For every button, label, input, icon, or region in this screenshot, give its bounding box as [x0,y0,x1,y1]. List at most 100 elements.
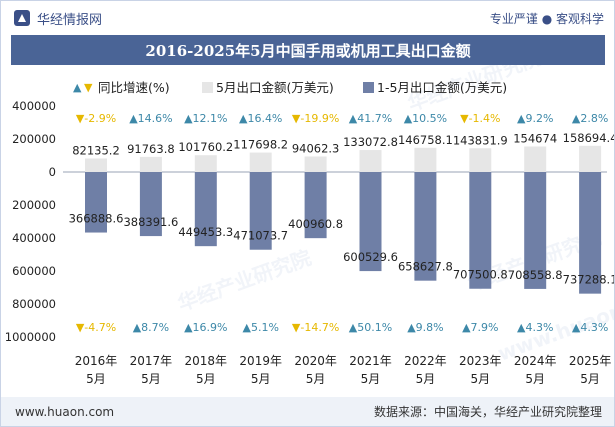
growth-label-monthly: ▲9.2% [517,112,553,125]
x-tick-label-month: 5月 [196,372,216,386]
data-label-monthly: 82135.2 [72,143,120,157]
brand-logo-icon [14,10,30,26]
data-label-cumulative: 658627.8 [398,260,453,274]
growth-label-cumulative: ▲7.9% [462,321,498,334]
data-label-cumulative: 707500.8 [453,268,508,282]
legend-label-cumulative: 1-5月出口金额(万美元) [377,80,507,95]
x-tick-label-month: 5月 [470,372,490,386]
x-tick-label-month: 5月 [86,372,106,386]
tagline-dot-icon: ● [541,11,556,26]
bar-monthly [469,148,492,172]
footer: www.huaon.com 数据来源：中国海关，华经产业研究院整理 [1,397,614,426]
footer-website: www.huaon.com [15,404,115,419]
growth-label-cumulative: ▲5.1% [242,321,278,334]
x-tick-label-month: 5月 [416,372,436,386]
x-tick-label-year: 2018年 [185,354,228,368]
bar-cumulative [359,172,382,272]
bar-monthly [524,146,547,172]
data-label-cumulative: 600529.6 [343,250,398,264]
data-label-cumulative: 400960.8 [288,217,343,231]
bar-monthly [304,156,327,172]
bar-cumulative [579,172,602,294]
bar-cumulative [414,172,437,281]
data-label-monthly: 94062.3 [292,141,340,155]
chart-title: 2016-2025年5月中国手用或机用工具出口金额 [11,35,605,65]
tagline-left: 专业严谨 [489,11,538,26]
growth-label-cumulative: ▲4.3% [517,321,553,334]
growth-label-cumulative: ▲50.1% [349,321,392,334]
growth-label-cumulative: ▲8.7% [133,321,169,334]
growth-label-cumulative: ▼-14.7% [292,321,339,334]
growth-label-cumulative: ▲16.9% [184,321,227,334]
bar-cumulative [139,172,162,237]
x-tick-label-year: 2019年 [239,354,282,368]
data-label-cumulative: 708558.8 [508,268,563,282]
data-label-monthly: 91763.8 [127,142,175,156]
y-tick-label: 1000000 [5,330,56,344]
bar-monthly [139,156,162,172]
y-tick-label: 600000 [12,264,56,278]
bar-cumulative [304,172,327,239]
data-label-cumulative: 737288.1 [563,273,614,287]
legend-up-arrow-icon: ▲ [73,81,82,94]
x-tick-label-month: 5月 [525,372,545,386]
data-label-monthly: 154674 [513,131,557,145]
x-tick-label-year: 2023年 [459,354,502,368]
tagline-right: 客观科学 [555,11,604,26]
y-tick-label: 0 [49,165,56,179]
tagline: 专业严谨 ● 客观科学 [490,10,604,27]
x-tick-label-year: 2025年 [569,354,612,368]
bar-cumulative [194,172,217,247]
y-tick-label: 400000 [12,99,56,113]
bar-cumulative [469,172,492,289]
y-tick-label: 200000 [12,198,56,212]
growth-label-monthly: ▲16.4% [239,112,282,125]
data-label-cumulative: 388391.6 [123,215,178,229]
x-tick-label-year: 2021年 [349,354,392,368]
legend-swatch-monthly [202,82,213,93]
data-label-monthly: 117698.2 [233,138,288,152]
growth-label-monthly: ▼-1.4% [460,112,500,125]
data-label-monthly: 143831.9 [453,133,508,147]
legend-down-arrow-icon: ▼ [84,81,93,94]
data-label-monthly: 133072.8 [343,135,398,149]
growth-label-monthly: ▲12.1% [184,112,227,125]
y-tick-label: 400000 [12,231,56,245]
growth-label-monthly: ▼-19.9% [292,112,339,125]
x-tick-label-year: 2022年 [404,354,447,368]
brand: 华经情报网 [13,9,102,28]
x-tick-label-month: 5月 [580,372,600,386]
watermark-text: 华经产业研究院 [175,245,315,315]
legend-label-growth: 同比增速(%) [98,80,170,95]
x-tick-label-month: 5月 [141,372,161,386]
bar-monthly [194,155,217,172]
y-tick-label: 800000 [12,297,56,311]
x-tick-label-year: 2020年 [294,354,337,368]
data-label-monthly: 146758.1 [398,133,453,147]
legend-swatch-cumulative [363,82,374,93]
chart-area: 华经产业研究院华经产业研究院华经产业研究院www.huaon.com400000… [5,65,614,386]
bar-cumulative [249,172,272,250]
x-tick-label-year: 2016年 [75,354,118,368]
growth-label-cumulative: ▲4.3% [572,321,608,334]
growth-label-monthly: ▲10.5% [404,112,447,125]
x-tick-label-month: 5月 [251,372,271,386]
x-tick-label-month: 5月 [306,372,326,386]
bar-monthly [414,147,437,172]
legend-label-monthly: 5月出口金额(万美元) [216,80,334,95]
bar-monthly [579,145,602,172]
x-tick-label-month: 5月 [361,372,381,386]
data-label-cumulative: 366888.6 [69,212,124,226]
growth-label-monthly: ▲2.8% [572,112,608,125]
bar-cumulative [85,172,107,233]
data-label-cumulative: 471073.7 [233,229,288,243]
growth-label-cumulative: ▲9.8% [407,321,443,334]
footer-source: 数据来源：中国海关，华经产业研究院整理 [373,405,602,419]
growth-label-cumulative: ▼-4.7% [76,321,116,334]
data-label-monthly: 158694.4 [563,131,614,145]
top-bar: 华经情报网 专业严谨 ● 客观科学 [1,1,614,35]
x-tick-label-year: 2024年 [514,354,557,368]
growth-label-monthly: ▲41.7% [349,112,392,125]
growth-label-monthly: ▼-2.9% [76,112,116,125]
